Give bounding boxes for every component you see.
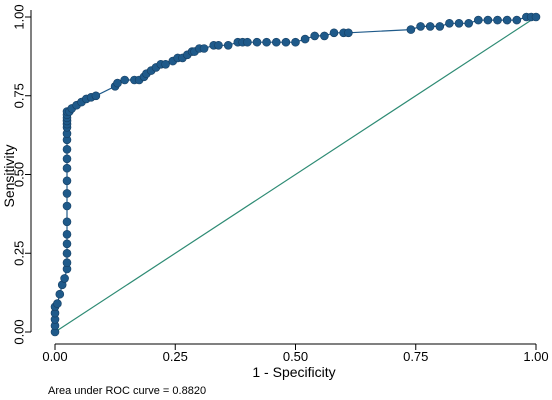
roc-point — [291, 37, 300, 47]
y-axis-title: Sensitivity — [1, 144, 17, 207]
x-tick-label: 1.00 — [523, 349, 548, 364]
x-tick-label: 0.50 — [283, 349, 308, 364]
roc-point — [464, 18, 474, 28]
roc-point — [161, 60, 170, 69]
roc-point — [445, 18, 454, 28]
roc-point — [62, 189, 72, 198]
y-tick-label: 1.00 — [12, 4, 27, 29]
y-tick-label: 0.25 — [12, 241, 27, 266]
roc-point — [281, 37, 291, 47]
x-ticks: 0.00 0.25 0.50 0.75 1.00 — [42, 344, 549, 364]
x-tick-label: 0.75 — [403, 349, 428, 364]
x-tick-label: 0.25 — [163, 349, 188, 364]
roc-point — [243, 37, 252, 47]
roc-point — [62, 145, 72, 154]
roc-point — [91, 91, 101, 101]
roc-point — [512, 15, 522, 25]
x-tick-label: 0.00 — [42, 349, 67, 364]
roc-point — [214, 40, 223, 50]
roc-point — [406, 25, 416, 34]
reference-line — [54, 16, 537, 333]
roc-point — [344, 28, 353, 38]
roc-point — [62, 258, 72, 268]
roc-point — [271, 37, 281, 47]
roc-point — [262, 37, 271, 47]
roc-point — [60, 274, 69, 283]
roc-point — [62, 163, 72, 173]
axes — [30, 10, 536, 345]
y-tick-label: 0.00 — [12, 319, 27, 344]
roc-point — [62, 230, 72, 239]
y-tick-label: 0.75 — [12, 83, 27, 108]
roc-point — [502, 15, 512, 25]
roc-point — [493, 15, 502, 25]
roc-point — [62, 176, 72, 186]
roc-point — [329, 28, 339, 38]
auc-note: Area under ROC curve = 0.8820 — [48, 385, 206, 397]
roc-point — [53, 299, 62, 308]
x-axis-title: 1 - Specificity — [252, 364, 335, 380]
y-tick-label: 0.50 — [12, 162, 27, 187]
roc-point — [310, 31, 320, 41]
roc-point — [483, 15, 493, 25]
roc-point — [62, 217, 72, 227]
roc-point — [113, 78, 122, 88]
roc-points — [50, 12, 541, 337]
roc-point — [223, 40, 233, 50]
roc-point — [252, 37, 262, 47]
roc-point — [320, 31, 329, 41]
roc-point — [62, 249, 72, 258]
roc-point — [416, 22, 425, 31]
roc-point — [199, 44, 209, 53]
roc-point — [300, 34, 310, 44]
roc-point — [62, 239, 72, 249]
roc-point — [62, 154, 72, 164]
roc-point — [425, 22, 435, 31]
roc-point — [55, 289, 65, 299]
y-ticks: 0.00 0.25 0.50 0.75 1.00 — [12, 4, 31, 345]
roc-point — [62, 201, 72, 211]
roc-point — [473, 15, 483, 25]
roc-point — [454, 18, 464, 28]
roc-point — [120, 75, 129, 85]
roc-point — [435, 22, 445, 31]
roc-point — [531, 12, 541, 22]
